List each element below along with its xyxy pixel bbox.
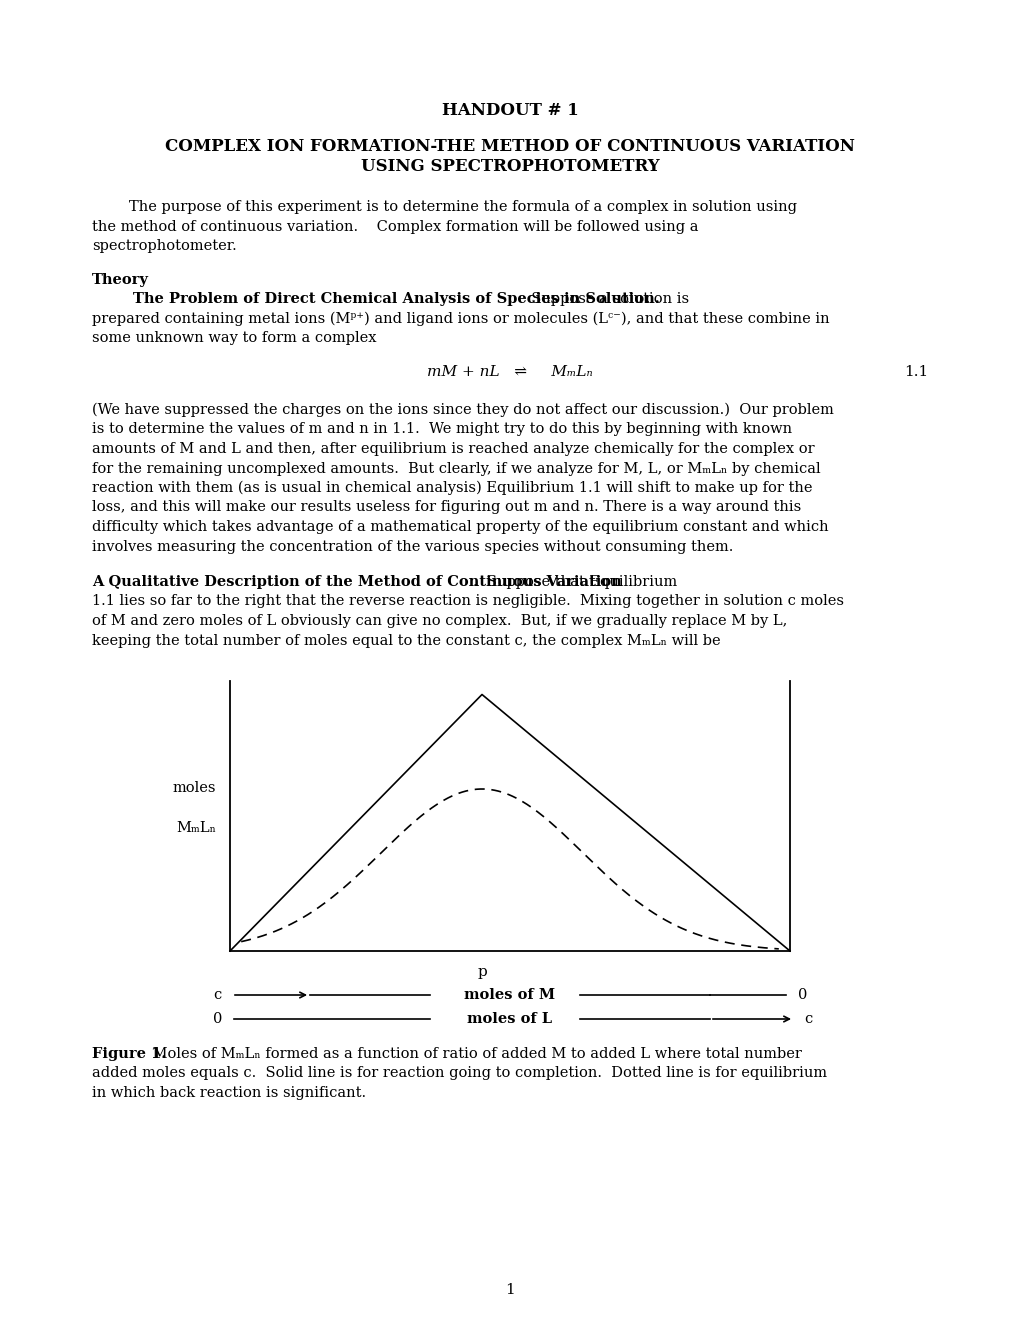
Text: Theory: Theory (92, 273, 149, 286)
Text: mM + nL   ⇌     MₘLₙ: mM + nL ⇌ MₘLₙ (427, 366, 592, 379)
Text: spectrophotometer.: spectrophotometer. (92, 239, 236, 253)
Text: moles of M: moles of M (464, 987, 555, 1002)
Text: Moles of MₘLₙ formed as a function of ratio of added M to added L where total nu: Moles of MₘLₙ formed as a function of ra… (148, 1047, 801, 1061)
Text: c: c (803, 1012, 811, 1026)
Text: prepared containing metal ions (Mᵖ⁺) and ligand ions or molecules (Lᶜ⁻), and tha: prepared containing metal ions (Mᵖ⁺) and… (92, 312, 828, 326)
Text: added moles equals c.  Solid line is for reaction going to completion.  Dotted l: added moles equals c. Solid line is for … (92, 1067, 826, 1081)
Text: 0: 0 (212, 1012, 222, 1026)
Text: (We have suppressed the charges on the ions since they do not affect our discuss: (We have suppressed the charges on the i… (92, 403, 834, 417)
Text: A Qualitative Description of the Method of Continuous Variation: A Qualitative Description of the Method … (92, 576, 622, 589)
Text: involves measuring the concentration of the various species without consuming th: involves measuring the concentration of … (92, 540, 733, 553)
Text: 1.1: 1.1 (903, 366, 927, 379)
Text: The Problem of Direct Chemical Analysis of Species in Solution.: The Problem of Direct Chemical Analysis … (92, 292, 659, 306)
Text: for the remaining uncomplexed amounts.  But clearly, if we analyze for M, L, or : for the remaining uncomplexed amounts. B… (92, 462, 820, 475)
Text: moles of L: moles of L (467, 1012, 552, 1026)
Text: the method of continuous variation.    Complex formation will be followed using : the method of continuous variation. Comp… (92, 219, 698, 234)
Text: HANDOUT # 1: HANDOUT # 1 (441, 102, 578, 119)
Text: keeping the total number of moles equal to the constant c, the complex MₘLₙ will: keeping the total number of moles equal … (92, 634, 719, 648)
Text: c: c (214, 987, 222, 1002)
Text: p: p (477, 965, 486, 979)
Text: .  Suppose that Equilibrium: . Suppose that Equilibrium (473, 576, 677, 589)
Text: moles: moles (172, 781, 216, 795)
Text: some unknown way to form a complex: some unknown way to form a complex (92, 331, 376, 345)
Text: The purpose of this experiment is to determine the formula of a complex in solut: The purpose of this experiment is to det… (92, 201, 796, 214)
Text: amounts of M and L and then, after equilibrium is reached analyze chemically for: amounts of M and L and then, after equil… (92, 442, 814, 455)
Text: 0: 0 (797, 987, 807, 1002)
Text: MₘLₙ: MₘLₙ (176, 821, 216, 836)
Text: difficulty which takes advantage of a mathematical property of the equilibrium c: difficulty which takes advantage of a ma… (92, 520, 827, 535)
Text: 1: 1 (504, 1283, 515, 1298)
Text: Suppose a solution is: Suppose a solution is (521, 292, 688, 306)
Text: Figure 1.: Figure 1. (92, 1047, 166, 1061)
Text: 1.1 lies so far to the right that the reverse reaction is negligible.  Mixing to: 1.1 lies so far to the right that the re… (92, 594, 843, 609)
Text: is to determine the values of m and n in 1.1.  We might try to do this by beginn: is to determine the values of m and n in… (92, 422, 792, 437)
Text: COMPLEX ION FORMATION-THE METHOD OF CONTINUOUS VARIATION: COMPLEX ION FORMATION-THE METHOD OF CONT… (165, 139, 854, 154)
Text: USING SPECTROPHOTOMETRY: USING SPECTROPHOTOMETRY (361, 158, 658, 176)
Text: reaction with them (as is usual in chemical analysis) Equilibrium 1.1 will shift: reaction with them (as is usual in chemi… (92, 480, 812, 495)
Text: of M and zero moles of L obviously can give no complex.  But, if we gradually re: of M and zero moles of L obviously can g… (92, 614, 787, 628)
Text: loss, and this will make our results useless for figuring out m and n. There is : loss, and this will make our results use… (92, 500, 801, 515)
Text: in which back reaction is significant.: in which back reaction is significant. (92, 1086, 366, 1100)
